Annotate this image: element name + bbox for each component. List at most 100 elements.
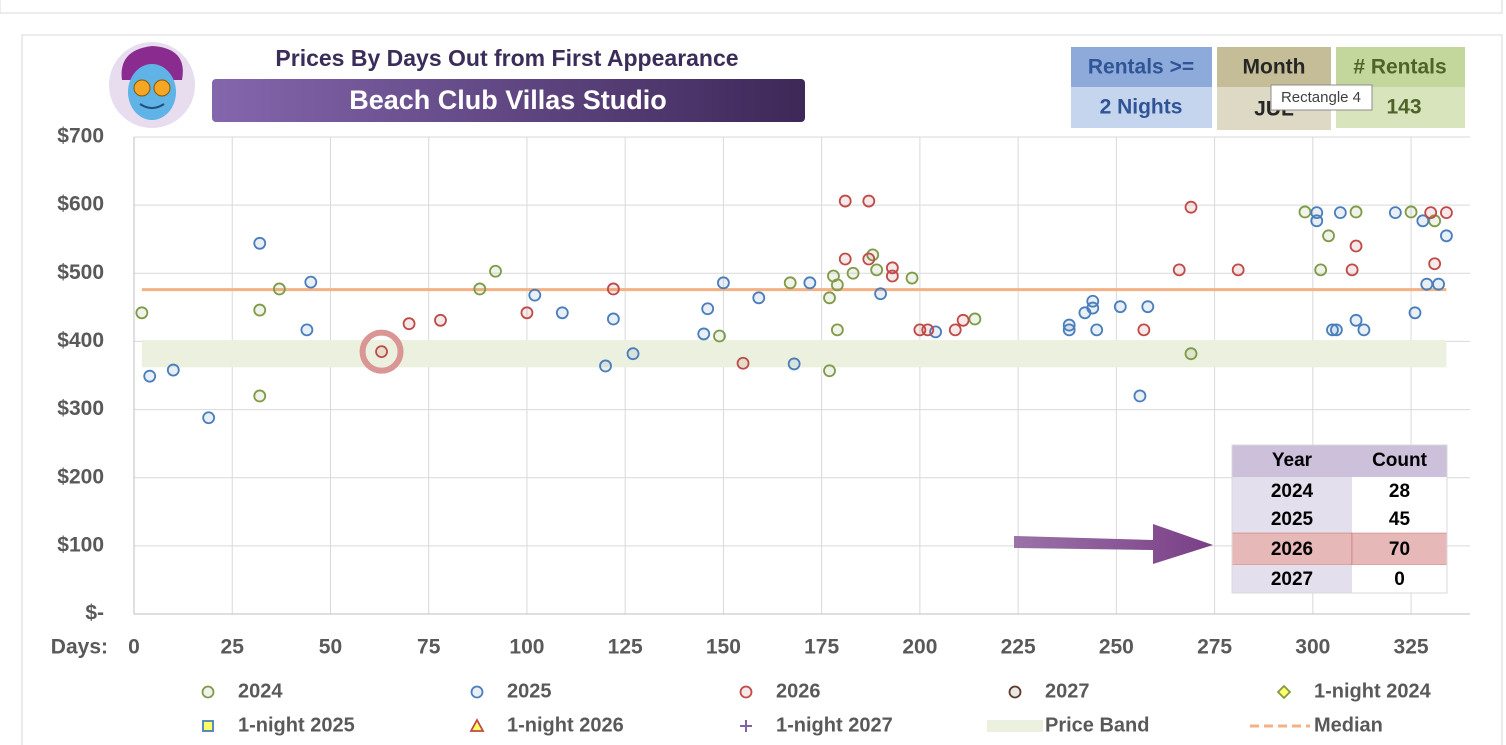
- data-point: [1298, 205, 1312, 219]
- table-cell-text: 0: [1394, 569, 1405, 590]
- data-point: [626, 347, 640, 361]
- data-point: [1345, 263, 1359, 277]
- legend: 2024 2025 2026 2027 1-night 2024 1-night 2025…: [201, 680, 1432, 736]
- data-point: [1416, 214, 1430, 228]
- filter-header-box: [1336, 47, 1465, 87]
- data-point: [823, 364, 836, 378]
- legend-label: 1-night 2027: [776, 714, 893, 736]
- data-point: [803, 276, 817, 290]
- legend-marker: [1276, 684, 1292, 700]
- data-point: [713, 329, 726, 343]
- legend-label: Price Band: [1045, 714, 1149, 736]
- data-point: [787, 357, 801, 371]
- table-header-cell: Year: [1272, 450, 1313, 471]
- x-tick-label: 225: [1001, 636, 1036, 659]
- data-point: [921, 323, 935, 337]
- x-tick-label: 250: [1099, 636, 1134, 659]
- logo: [109, 42, 195, 128]
- table-header-cell: Count: [1372, 450, 1428, 471]
- legend-marker: [469, 718, 485, 732]
- data-point: [1322, 229, 1335, 243]
- data-point: [166, 363, 180, 377]
- data-point: [1349, 205, 1363, 219]
- table-cell-text: 28: [1389, 481, 1410, 502]
- table-cell: [1232, 565, 1352, 593]
- legend-marker: [739, 685, 753, 699]
- y-tick-label: $600: [57, 193, 104, 216]
- price-band: [141, 340, 1447, 368]
- table-cell: [1352, 505, 1447, 533]
- data-point: [874, 287, 887, 301]
- subtitle-banner: [212, 79, 805, 122]
- table-cell-text: 2027: [1271, 569, 1313, 590]
- data-point: [752, 291, 766, 305]
- data-point: [1141, 300, 1155, 314]
- data-point: [1440, 206, 1453, 220]
- top-strip: [0, 0, 1503, 14]
- table-cell: [1352, 477, 1447, 505]
- data-point: [1310, 206, 1324, 220]
- x-tick-label: 150: [706, 636, 741, 659]
- data-point: [272, 282, 286, 296]
- y-tick-label: $200: [57, 465, 104, 488]
- x-tick-label: 75: [417, 636, 441, 659]
- data-point: [783, 276, 797, 290]
- arrow: [1014, 524, 1213, 564]
- data-point: [1349, 313, 1363, 327]
- data-point: [830, 278, 844, 292]
- legend-marker: [470, 685, 484, 699]
- y-tick-label: $400: [57, 329, 104, 352]
- data-point: [1330, 323, 1343, 337]
- data-point: [846, 266, 860, 280]
- data-point: [1428, 257, 1442, 271]
- data-point: [1349, 239, 1363, 253]
- filter-label: # Rentals: [1353, 56, 1446, 79]
- highlight-ring: [359, 329, 404, 374]
- data-point: [1184, 200, 1198, 214]
- data-point: [697, 327, 711, 341]
- data-point: [1113, 300, 1127, 314]
- filter-header-box: [1071, 47, 1212, 87]
- legend-marker: [202, 720, 214, 732]
- data-point: [838, 194, 852, 208]
- data-point: [701, 302, 715, 316]
- y-tick-label: $100: [57, 533, 104, 556]
- data-point: [300, 323, 314, 337]
- table-cell-text: 2024: [1271, 481, 1314, 502]
- tooltip-box: [1270, 84, 1373, 111]
- data-point: [606, 312, 620, 326]
- data-point: [968, 312, 982, 326]
- data-point: [1440, 229, 1453, 243]
- data-point: [143, 369, 157, 383]
- table-border: [1231, 444, 1448, 594]
- table-cell: [1352, 565, 1447, 593]
- chart-frame: [21, 34, 1503, 745]
- data-point: [402, 317, 416, 331]
- filter-label: Rentals >=: [1088, 56, 1194, 79]
- data-point: [862, 194, 876, 208]
- filter-boxes: Rentals >= 2 Nights Month JUL # Rentals …: [1071, 47, 1465, 130]
- data-point: [870, 263, 884, 277]
- legend-label: 2026: [776, 680, 821, 702]
- data-point: [1231, 263, 1245, 277]
- legend-label: Median: [1314, 714, 1383, 736]
- data-point: [606, 282, 620, 296]
- y-tick-label: $-: [85, 602, 104, 625]
- data-point: [434, 313, 447, 327]
- data-point: [1420, 277, 1434, 291]
- data-point: [1062, 323, 1076, 337]
- x-tick-label: 300: [1295, 636, 1330, 659]
- legend-marker: [1008, 685, 1022, 699]
- filter-label: Month: [1243, 56, 1306, 79]
- filter-value: 2 Nights: [1100, 96, 1183, 119]
- data-point: [375, 345, 388, 359]
- data-point: [202, 411, 216, 425]
- x-axis-label: Days:: [51, 636, 108, 659]
- data-point: [862, 252, 876, 266]
- filter-value-box: [1071, 87, 1212, 128]
- data-point: [599, 359, 612, 373]
- plot-area: $- $100 $200 $300 $400 $500 $600 $700 0 25 50 75 100…: [51, 125, 1470, 659]
- y-tick-label: $500: [57, 261, 104, 284]
